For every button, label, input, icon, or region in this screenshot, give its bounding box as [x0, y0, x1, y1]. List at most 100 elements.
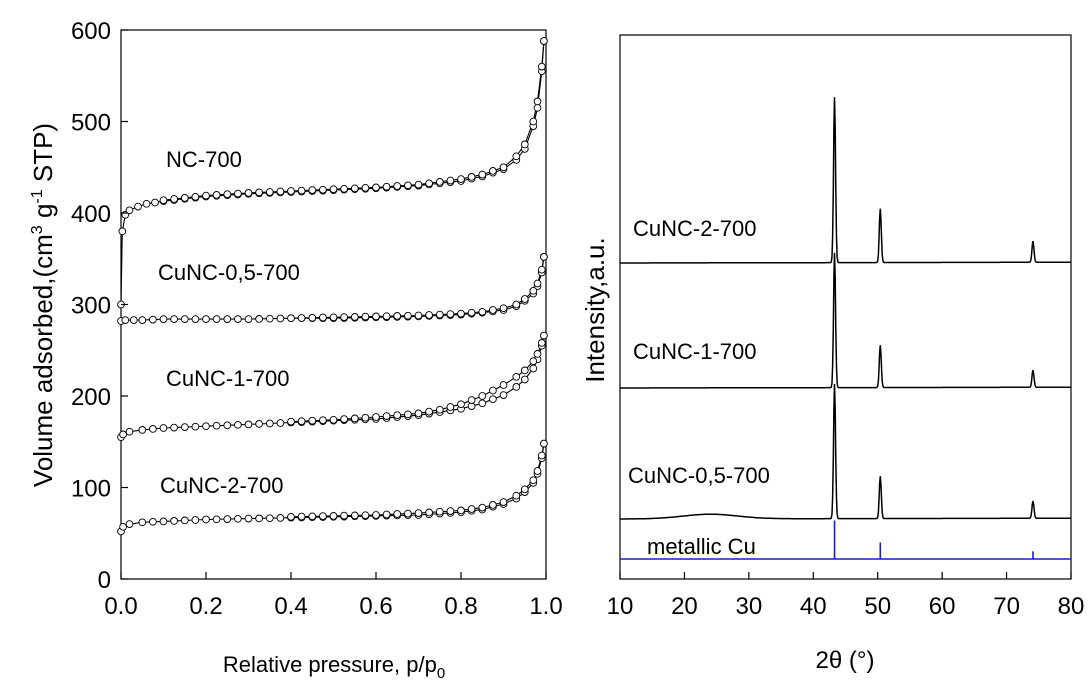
isotherm-point: [446, 310, 455, 318]
isotherm-point: [191, 516, 200, 524]
isotherm-point: [414, 311, 423, 320]
isotherm-point: [202, 315, 210, 323]
isotherm-point: [382, 510, 391, 519]
isotherm-point: [457, 400, 465, 409]
isotherm-point: [435, 507, 444, 516]
isotherm-point: [244, 420, 253, 429]
isotherm-point: [234, 315, 242, 323]
xrd-pattern-line: [620, 252, 1071, 389]
isotherm-point: [119, 522, 127, 531]
right-x-ticks: 10 20 30 40 50 60 70 80: [607, 572, 1084, 620]
isotherm-point: [529, 476, 538, 485]
isotherm-point: [446, 507, 455, 515]
isotherm-point: [287, 512, 295, 521]
isotherm-point: [191, 192, 200, 201]
isotherm-point: [499, 391, 508, 399]
isotherm-point: [212, 315, 221, 323]
isotherm-point: [297, 417, 306, 426]
isotherm-point: [512, 372, 521, 381]
left-y-tick-label: 600: [71, 18, 111, 45]
isotherm-point: [134, 202, 142, 211]
isotherm-point: [212, 515, 221, 524]
series-label: CuNC-0,5-700: [628, 463, 770, 488]
isotherm-point: [446, 176, 455, 185]
isotherm-point: [170, 315, 178, 323]
right-x-tick-label: 20: [671, 593, 698, 620]
isotherm-point: [350, 184, 359, 193]
isotherm-point: [329, 313, 338, 322]
isotherm-point: [319, 185, 327, 194]
isotherm-point: [529, 364, 538, 373]
isotherm-point: [118, 227, 127, 236]
isotherm-point: [467, 505, 476, 513]
isotherm-point: [457, 309, 465, 318]
isotherm-point: [499, 163, 508, 172]
isotherm-point: [340, 415, 348, 423]
isotherm-point: [265, 514, 274, 523]
right-x-tick-label: 60: [929, 593, 956, 620]
isotherm-point: [297, 314, 306, 322]
right-y-axis-label: Intensity,a.u.: [580, 237, 610, 383]
isotherm-point: [414, 180, 423, 189]
isotherm-point: [234, 189, 242, 198]
isotherm-point: [540, 331, 548, 340]
left-y-tick-label: 500: [71, 110, 111, 137]
isotherm-point: [191, 422, 200, 431]
isotherm-point: [520, 485, 529, 494]
isotherm-point: [255, 420, 263, 428]
isotherm-point: [467, 396, 476, 404]
right-plot-frame: [619, 34, 1072, 580]
isotherm-point: [202, 191, 210, 200]
isotherm-point: [478, 170, 487, 179]
isotherm-point: [467, 308, 476, 317]
isotherm-point: [533, 279, 542, 288]
isotherm-point: [212, 421, 221, 430]
isotherm-point: [361, 312, 370, 321]
right-x-tick-label: 10: [607, 593, 634, 620]
isotherm-point: [180, 194, 189, 202]
isotherm-point: [170, 195, 178, 203]
isotherm-point: [435, 310, 444, 319]
series-label: metallic Cu: [647, 534, 756, 559]
isotherm-point: [446, 403, 455, 411]
series-label: CuNC-2-700: [160, 473, 284, 498]
isotherm-point: [382, 312, 391, 321]
isotherm-point: [265, 314, 274, 323]
isotherm-point: [138, 518, 147, 527]
isotherm-point: [520, 140, 529, 149]
isotherm-point: [223, 315, 232, 323]
isotherm-point: [129, 316, 138, 324]
isotherm-point: [382, 412, 391, 420]
isotherm-point: [435, 178, 444, 186]
right-panel: 10 20 30 40 50 60 70 80 CuNC-2-700CuNC-1-700CuN…: [580, 34, 1084, 674]
isotherm-point: [529, 117, 538, 126]
left-y-tick-label: 100: [71, 476, 111, 503]
isotherm-point: [125, 520, 134, 528]
right-series-labels: CuNC-2-700 CuNC-1-700 CuNC-0,5-700 metallic…: [628, 216, 770, 559]
isotherm-point: [393, 182, 402, 190]
right-x-axis-label: 2θ (°): [816, 647, 875, 674]
right-x-tick-label: 70: [993, 593, 1020, 620]
isotherm-point: [414, 509, 423, 517]
isotherm-point: [372, 413, 380, 421]
isotherm-point: [520, 295, 529, 303]
isotherm-point: [537, 62, 546, 71]
isotherm-point: [180, 423, 189, 431]
isotherm-point: [499, 381, 508, 389]
left-x-ticks: 0.0 0.2 0.4 0.6 0.8 1.0: [104, 572, 563, 620]
left-x-tick-label: 0.0: [104, 593, 137, 620]
isotherm-point: [489, 501, 497, 509]
isotherm-point: [512, 491, 521, 500]
isotherm-point: [499, 498, 508, 506]
isotherm-point: [308, 512, 317, 521]
isotherm-point: [170, 517, 178, 525]
isotherm-point: [512, 152, 521, 161]
isotherm-point: [529, 357, 538, 366]
isotherm-point: [540, 439, 548, 448]
isotherm-point: [329, 415, 338, 424]
left-curves: [117, 37, 548, 536]
isotherm-point: [512, 300, 521, 309]
isotherm-point: [404, 410, 412, 419]
isotherm-point: [393, 312, 402, 320]
